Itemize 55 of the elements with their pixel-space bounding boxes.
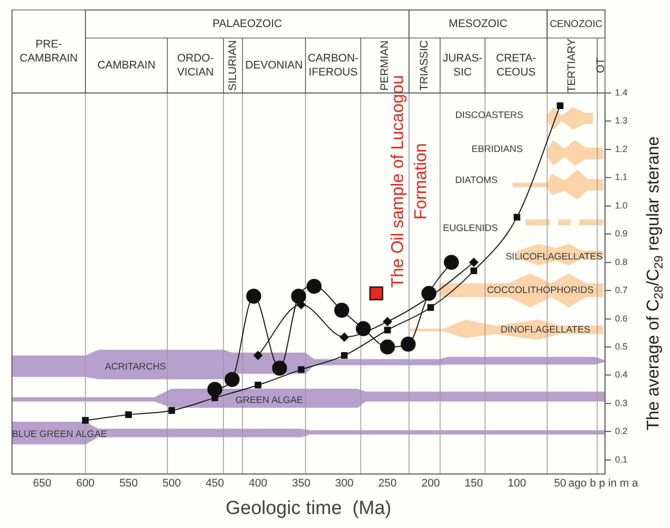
y-tick-label: 1.2 bbox=[615, 144, 628, 154]
y-tick-label: 0.3 bbox=[615, 398, 628, 408]
x-tick-label: 650 bbox=[33, 478, 52, 490]
y-tick-label: 1.0 bbox=[615, 200, 628, 210]
text: MESOZOIC bbox=[448, 18, 508, 30]
y-tick-label: 0.8 bbox=[615, 256, 628, 267]
annotation: DINOFLAGELLATES bbox=[500, 324, 590, 336]
y-tick-label: 1.1 bbox=[615, 172, 628, 182]
annotation: GREEN ALGAE bbox=[235, 395, 304, 406]
annotation: EUGLENIDS bbox=[442, 223, 498, 234]
annotation: BLUE GREEN ALGAE bbox=[12, 429, 107, 440]
y-tick-label: 1.4 bbox=[615, 87, 628, 98]
x-tick-label: 500 bbox=[162, 478, 181, 490]
text: TRIASSIC bbox=[418, 40, 431, 91]
annotation: SILICOFLAGELLATES bbox=[506, 251, 603, 262]
text: TERTIARY bbox=[566, 38, 578, 92]
text: PALAEOZOIC bbox=[212, 18, 282, 30]
x-tick-label: 200 bbox=[421, 478, 440, 490]
text: JURAS- SIC bbox=[442, 52, 483, 79]
annotation: ACRITARCHS bbox=[104, 361, 166, 372]
y-tick-label: 0.5 bbox=[615, 341, 628, 352]
x-tick-label: 250 bbox=[378, 478, 397, 490]
x-tick-label: 350 bbox=[292, 478, 310, 490]
y-tick-label: 1.3 bbox=[615, 116, 628, 126]
text: SILURIAN bbox=[227, 40, 240, 91]
text: PERMIAN bbox=[378, 40, 391, 91]
y-tick-label: 0.1 bbox=[615, 454, 628, 464]
x-tick-label: 50 bbox=[554, 478, 566, 490]
x-tick-label: 150 bbox=[464, 478, 483, 490]
annotation: COCCOLITHOPHORIDS bbox=[486, 285, 594, 296]
text: CARBON- IFEROUS bbox=[308, 52, 359, 79]
x-tick-label: 450 bbox=[206, 478, 224, 490]
x-tick-label: 550 bbox=[119, 478, 138, 490]
text: OT bbox=[595, 58, 608, 74]
y-axis-title: The average of C28/C29 regular sterane bbox=[644, 136, 666, 431]
text: PRE- CAMBRAIN bbox=[20, 38, 78, 65]
x-tick-label: 600 bbox=[76, 478, 95, 490]
text: DEVONIAN bbox=[245, 60, 303, 72]
x-tick-label: ago b p in m a bbox=[568, 478, 640, 490]
text: ORDO- VICIAN bbox=[177, 52, 214, 79]
y-tick-label: 0.6 bbox=[615, 313, 628, 324]
annotation: DIATOMS bbox=[455, 175, 498, 186]
text: CAMBRAIN bbox=[97, 60, 156, 72]
y-tick-label: 0.9 bbox=[615, 228, 628, 239]
y-tick-label: 0.4 bbox=[615, 370, 628, 380]
text: CRETA- CEOUS bbox=[496, 52, 536, 79]
x-tick-label: 100 bbox=[508, 478, 526, 490]
x-axis-title: Geologic time (Ma) bbox=[226, 498, 392, 519]
text: CENOZOIC bbox=[550, 18, 602, 30]
x-tick-label: 400 bbox=[248, 478, 268, 490]
x-tick-label: 300 bbox=[335, 478, 354, 490]
annotation: DISCOASTERS bbox=[455, 110, 524, 122]
y-tick-label: 0.7 bbox=[615, 285, 628, 296]
y-tick-label: 0.2 bbox=[615, 426, 628, 436]
annotation: EBRIDIANS bbox=[471, 144, 523, 156]
